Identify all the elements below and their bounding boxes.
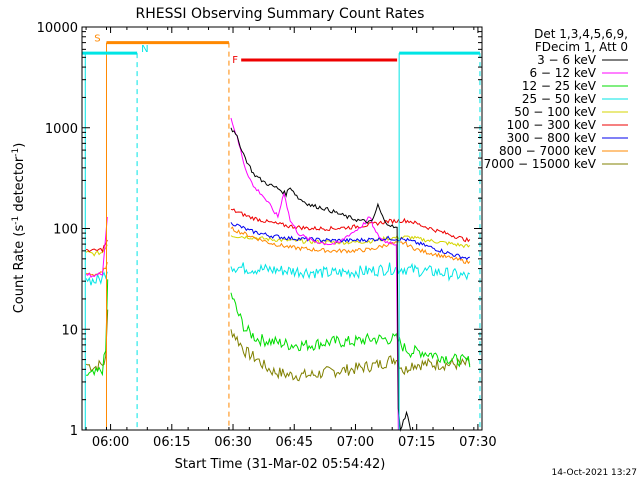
legend: Det 1,3,4,5,6,9, FDecim 1, Att 0 3 − 6 k…: [484, 27, 628, 171]
flag-label: F: [232, 55, 238, 66]
series-line: [230, 262, 471, 282]
series-line: [85, 216, 108, 279]
x-axis-label: Start Time (31-Mar-02 05:54:42): [175, 457, 386, 472]
footer-timestamp: 14-Oct-2021 13:27: [552, 468, 637, 478]
y-tick-label: 1000: [45, 122, 78, 137]
x-tick-label: 06:00: [92, 435, 129, 450]
chart-title: RHESSI Observing Summary Count Rates: [136, 6, 425, 22]
y-axis-label-part: ): [12, 143, 27, 148]
legend-label: 800 − 7000 keV: [499, 144, 597, 158]
legend-label: 7000 − 15000 keV: [484, 157, 597, 171]
y-axis-label: Count Rate (s-1 detector-1): [11, 143, 27, 314]
series-line: [230, 222, 470, 261]
y-tick-label: 10: [61, 323, 78, 338]
y-axis-label-part: detector: [12, 156, 27, 216]
legend-header-line: FDecim 1, Att 0: [535, 40, 628, 54]
series-line: [85, 239, 108, 253]
x-tick-label: 07:30: [459, 435, 496, 450]
y-tick-label: 10000: [37, 21, 78, 36]
x-tick-label: 06:30: [214, 435, 251, 450]
series-line: [230, 329, 471, 382]
y-tick-label: 100: [53, 223, 78, 238]
series-line: [230, 226, 471, 265]
y-axis-label-part: Count Rate (s: [12, 225, 27, 314]
series-line: [85, 271, 108, 286]
legend-label: 50 − 100 keV: [514, 105, 597, 119]
flag-label: N: [141, 44, 148, 55]
y-tick-label: 1: [70, 424, 78, 439]
legend-label: 25 − 50 keV: [522, 92, 597, 106]
series-line: [230, 292, 471, 368]
legend-label: 3 − 6 keV: [537, 53, 597, 67]
y-axis-label-superscript: -1: [11, 216, 21, 225]
series-line: [230, 208, 471, 243]
flag-label: S: [94, 34, 100, 45]
y-axis-label-superscript: -1: [11, 148, 21, 157]
x-tick-label: 06:15: [153, 435, 190, 450]
x-tick-label: 07:00: [337, 435, 374, 450]
plot-data: S N F: [82, 34, 481, 432]
series-line: [85, 244, 108, 257]
series-line: [230, 127, 412, 432]
series-line: [230, 235, 471, 249]
legend-header-line: Det 1,3,4,5,6,9,: [534, 27, 628, 41]
legend-label: 12 − 25 keV: [522, 79, 597, 93]
axis-ticks: 06:00 06:15 06:30 06:45 07:00 07:15 07:30 1 10 10…: [37, 21, 497, 450]
legend-label: 6 − 12 keV: [529, 66, 596, 80]
legend-label: 300 − 800 keV: [507, 131, 597, 145]
x-tick-label: 06:45: [276, 435, 313, 450]
series-line: [230, 117, 399, 431]
legend-label: 100 − 300 keV: [507, 118, 597, 132]
series-line: [86, 279, 109, 377]
x-tick-label: 07:15: [398, 435, 435, 450]
